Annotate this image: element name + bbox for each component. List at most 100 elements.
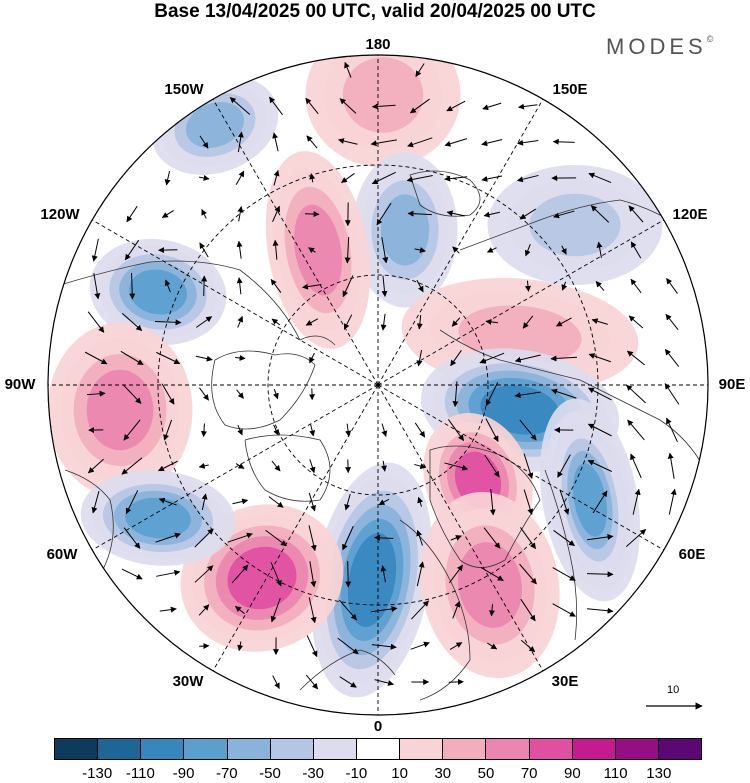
wind-arrow [588,353,611,363]
wind-arrow [452,601,461,619]
wind-arrow [416,529,423,546]
anomaly-contour [129,269,187,315]
wind-arrow [378,498,390,506]
wind-arrow [124,239,140,261]
wind-arrow [198,462,209,469]
wind-arrow [488,604,495,617]
wind-arrow [380,313,387,331]
wind-arrow [592,490,608,514]
wind-arrow [449,642,463,650]
wind-arrow [416,314,423,330]
wind-arrow [341,173,355,183]
wind-arrow [667,452,675,479]
wind-arrow [339,599,357,621]
coastline [439,329,706,471]
wind-arrow [514,391,541,399]
wind-arrow [552,567,576,581]
meridian-line [377,384,665,551]
colorbar-cell [184,739,228,759]
colorbar-tick-label: -50 [259,765,281,782]
wind-arrow [195,355,213,362]
wind-arrow [417,496,424,507]
wind-arrow [270,278,282,293]
wind-arrow [479,352,505,364]
wind-arrow [444,138,468,147]
wind-arrow [304,211,320,218]
meridian-line [91,384,379,551]
wind-arrow [305,97,319,115]
wind-arrow [483,527,501,549]
wind-arrow [201,209,207,219]
wind-arrow [309,561,317,588]
wind-arrow [342,275,354,298]
wind-arrow [627,419,645,441]
colorbar-tick-label: -10 [345,765,368,782]
coastline [244,434,331,502]
wind-arrow [84,351,108,365]
wind-arrow [630,453,642,479]
wind-arrow [630,278,642,294]
colorbar-tick-label: 90 [564,765,581,782]
wind-arrow [308,247,316,254]
wind-arrow [270,598,281,623]
lon-label-150e: 150E [552,81,588,98]
colorbar-cell [55,739,99,759]
wind-arrow [590,205,610,223]
wind-arrow [586,571,614,578]
wind-arrow [381,460,387,472]
coastline [59,260,336,346]
wind-arrow [201,493,208,511]
wind-arrow [664,383,680,405]
wind-arrow [553,210,575,219]
colorbar-tick-label: 130 [646,765,672,782]
wind-arrow [630,241,642,259]
wind-arrow [234,606,245,614]
wind-arrow [416,349,423,367]
wind-arrow [344,61,352,78]
wind-arrow [520,527,536,550]
wind-arrow [628,205,644,223]
wind-arrow [309,459,316,474]
wind-arrow [272,205,280,222]
wind-arrow [587,387,612,401]
wind-arrow [272,675,280,690]
wind-arrow [374,679,394,686]
colorbar-cell [658,739,702,759]
wind-arrow [164,170,171,186]
wind-arrow [308,492,317,512]
wind-arrow [514,354,541,363]
wind-arrow [487,642,498,650]
lon-label-30e: 30E [551,673,579,690]
wind-arrow [344,236,351,264]
wind-arrow [552,138,575,145]
brand-logo: MODES© [606,34,713,60]
colorbar-tick-label: -90 [172,765,195,782]
colorbar-cell [356,739,401,759]
anomaly-contour [293,204,343,296]
wind-arrow [668,488,677,515]
wind-arrow [199,135,209,149]
wind-arrow [198,604,210,616]
wind-arrow [516,174,539,183]
wind-arrow [591,318,608,325]
wind-arrow [123,419,141,441]
wind-arrow [302,283,322,290]
wind-arrow [343,314,353,330]
wind-arrow [309,173,316,183]
wind-arrow [518,103,538,110]
wind-arrow [371,606,398,613]
wind-arrow [158,497,177,506]
wind-arrow [415,63,425,77]
wind-arrow [371,103,396,110]
meridian-line [377,219,665,386]
wind-arrow [121,313,143,332]
lon-label-30w: 30W [172,673,204,690]
wind-arrow [121,457,143,475]
lon-label-60e: 60E [678,546,706,563]
colorbar [54,738,702,760]
wind-arrow [234,354,246,361]
lon-label-60w: 60W [46,546,78,563]
colorbar-cell [98,739,142,759]
wind-arrow [416,279,424,293]
